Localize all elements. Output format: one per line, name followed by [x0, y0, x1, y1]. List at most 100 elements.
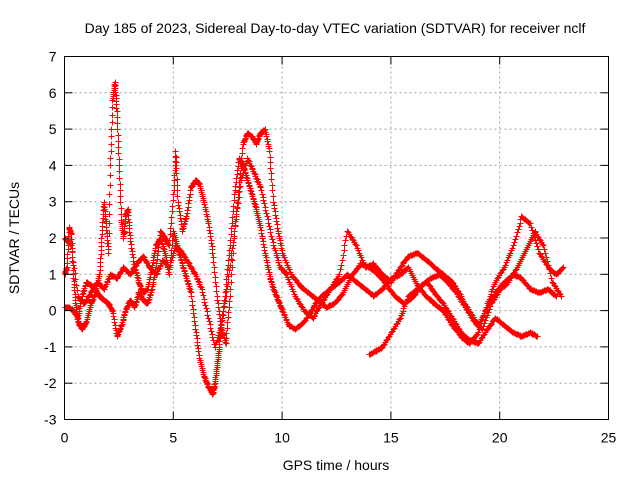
data-point [129, 251, 136, 258]
data-point [224, 283, 231, 290]
data-point [154, 252, 161, 259]
data-point [117, 181, 124, 188]
data-point [195, 348, 202, 355]
data-point [116, 156, 123, 163]
data-point [543, 254, 550, 261]
data-point [252, 203, 259, 210]
data-point [559, 265, 566, 272]
data-point [202, 302, 209, 309]
data-point [118, 322, 125, 329]
data-point [512, 236, 519, 243]
data-point [118, 205, 125, 212]
y-tick-label: -2 [44, 375, 57, 391]
data-point [68, 242, 75, 249]
x-tick-label: 5 [169, 430, 177, 446]
data-point [112, 89, 119, 96]
data-point [235, 200, 242, 207]
data-point [168, 214, 175, 221]
data-point [89, 297, 96, 304]
data-point [106, 201, 113, 208]
data-point [275, 230, 282, 237]
data-point [168, 257, 175, 264]
data-point [187, 288, 194, 295]
data-point [230, 239, 237, 246]
data-point [125, 216, 132, 223]
x-tick-label: 15 [383, 430, 399, 446]
data-point [516, 223, 523, 230]
data-point [186, 194, 193, 201]
data-point [548, 275, 555, 282]
series-track-4 [366, 279, 541, 358]
data-point [240, 170, 247, 177]
data-point [534, 333, 541, 340]
data-point [69, 254, 76, 261]
axis-ticks: 0 5 10 15 20 25 -3 -2 -1 0 1 2 3 4 5 6 7 [44, 49, 616, 446]
data-point [127, 238, 134, 245]
data-point [170, 191, 177, 198]
data-point [224, 325, 231, 332]
data-point [220, 308, 227, 315]
data-point [205, 220, 212, 227]
data-point [195, 278, 202, 285]
data-point [542, 250, 549, 257]
data-point [79, 291, 86, 298]
data-point [225, 309, 232, 316]
data-point [283, 259, 290, 266]
data-point [553, 293, 560, 300]
data-point [208, 240, 215, 247]
data-point [128, 245, 135, 252]
data-point [258, 230, 265, 237]
data-point [231, 228, 238, 235]
data-point [341, 242, 348, 249]
data-point [266, 148, 273, 155]
data-point [236, 194, 243, 201]
data-point [207, 325, 214, 332]
data-point [117, 193, 124, 200]
data-point [265, 266, 272, 273]
data-point [105, 240, 112, 247]
data-point [278, 305, 285, 312]
data-point [71, 265, 78, 272]
data-point [237, 183, 244, 190]
data-point [174, 187, 181, 194]
series-track-3 [62, 155, 560, 351]
data-point [114, 332, 121, 339]
data-point [264, 138, 271, 145]
data-point [271, 288, 278, 295]
data-point [544, 258, 551, 265]
data-point [72, 270, 79, 277]
data-point [269, 187, 276, 194]
data-point [107, 155, 114, 162]
data-point [504, 257, 511, 264]
data-point [223, 330, 230, 337]
data-point [515, 226, 522, 233]
data-point [528, 224, 535, 231]
data-point [253, 175, 260, 182]
x-tick-label: 10 [274, 430, 290, 446]
data-point [228, 250, 235, 257]
data-point [273, 218, 280, 225]
data-point [272, 212, 279, 219]
data-point [183, 213, 190, 220]
data-point [514, 229, 521, 236]
data-point [268, 176, 275, 183]
data-point [248, 190, 255, 197]
data-point [225, 273, 232, 280]
data-point [267, 159, 274, 166]
data-point [352, 241, 359, 248]
y-tick-label: 4 [49, 157, 57, 173]
data-point [274, 254, 281, 261]
data-point [134, 274, 141, 281]
data-point [260, 241, 267, 248]
data-point [67, 241, 74, 248]
data-point [160, 245, 167, 252]
data-point [213, 288, 220, 295]
data-point [177, 215, 184, 222]
data-point [239, 145, 246, 152]
data-point [114, 120, 121, 127]
data-point [229, 257, 236, 264]
data-point [507, 250, 514, 257]
data-point [185, 200, 192, 207]
data-point [115, 138, 122, 145]
data-point [152, 245, 159, 252]
